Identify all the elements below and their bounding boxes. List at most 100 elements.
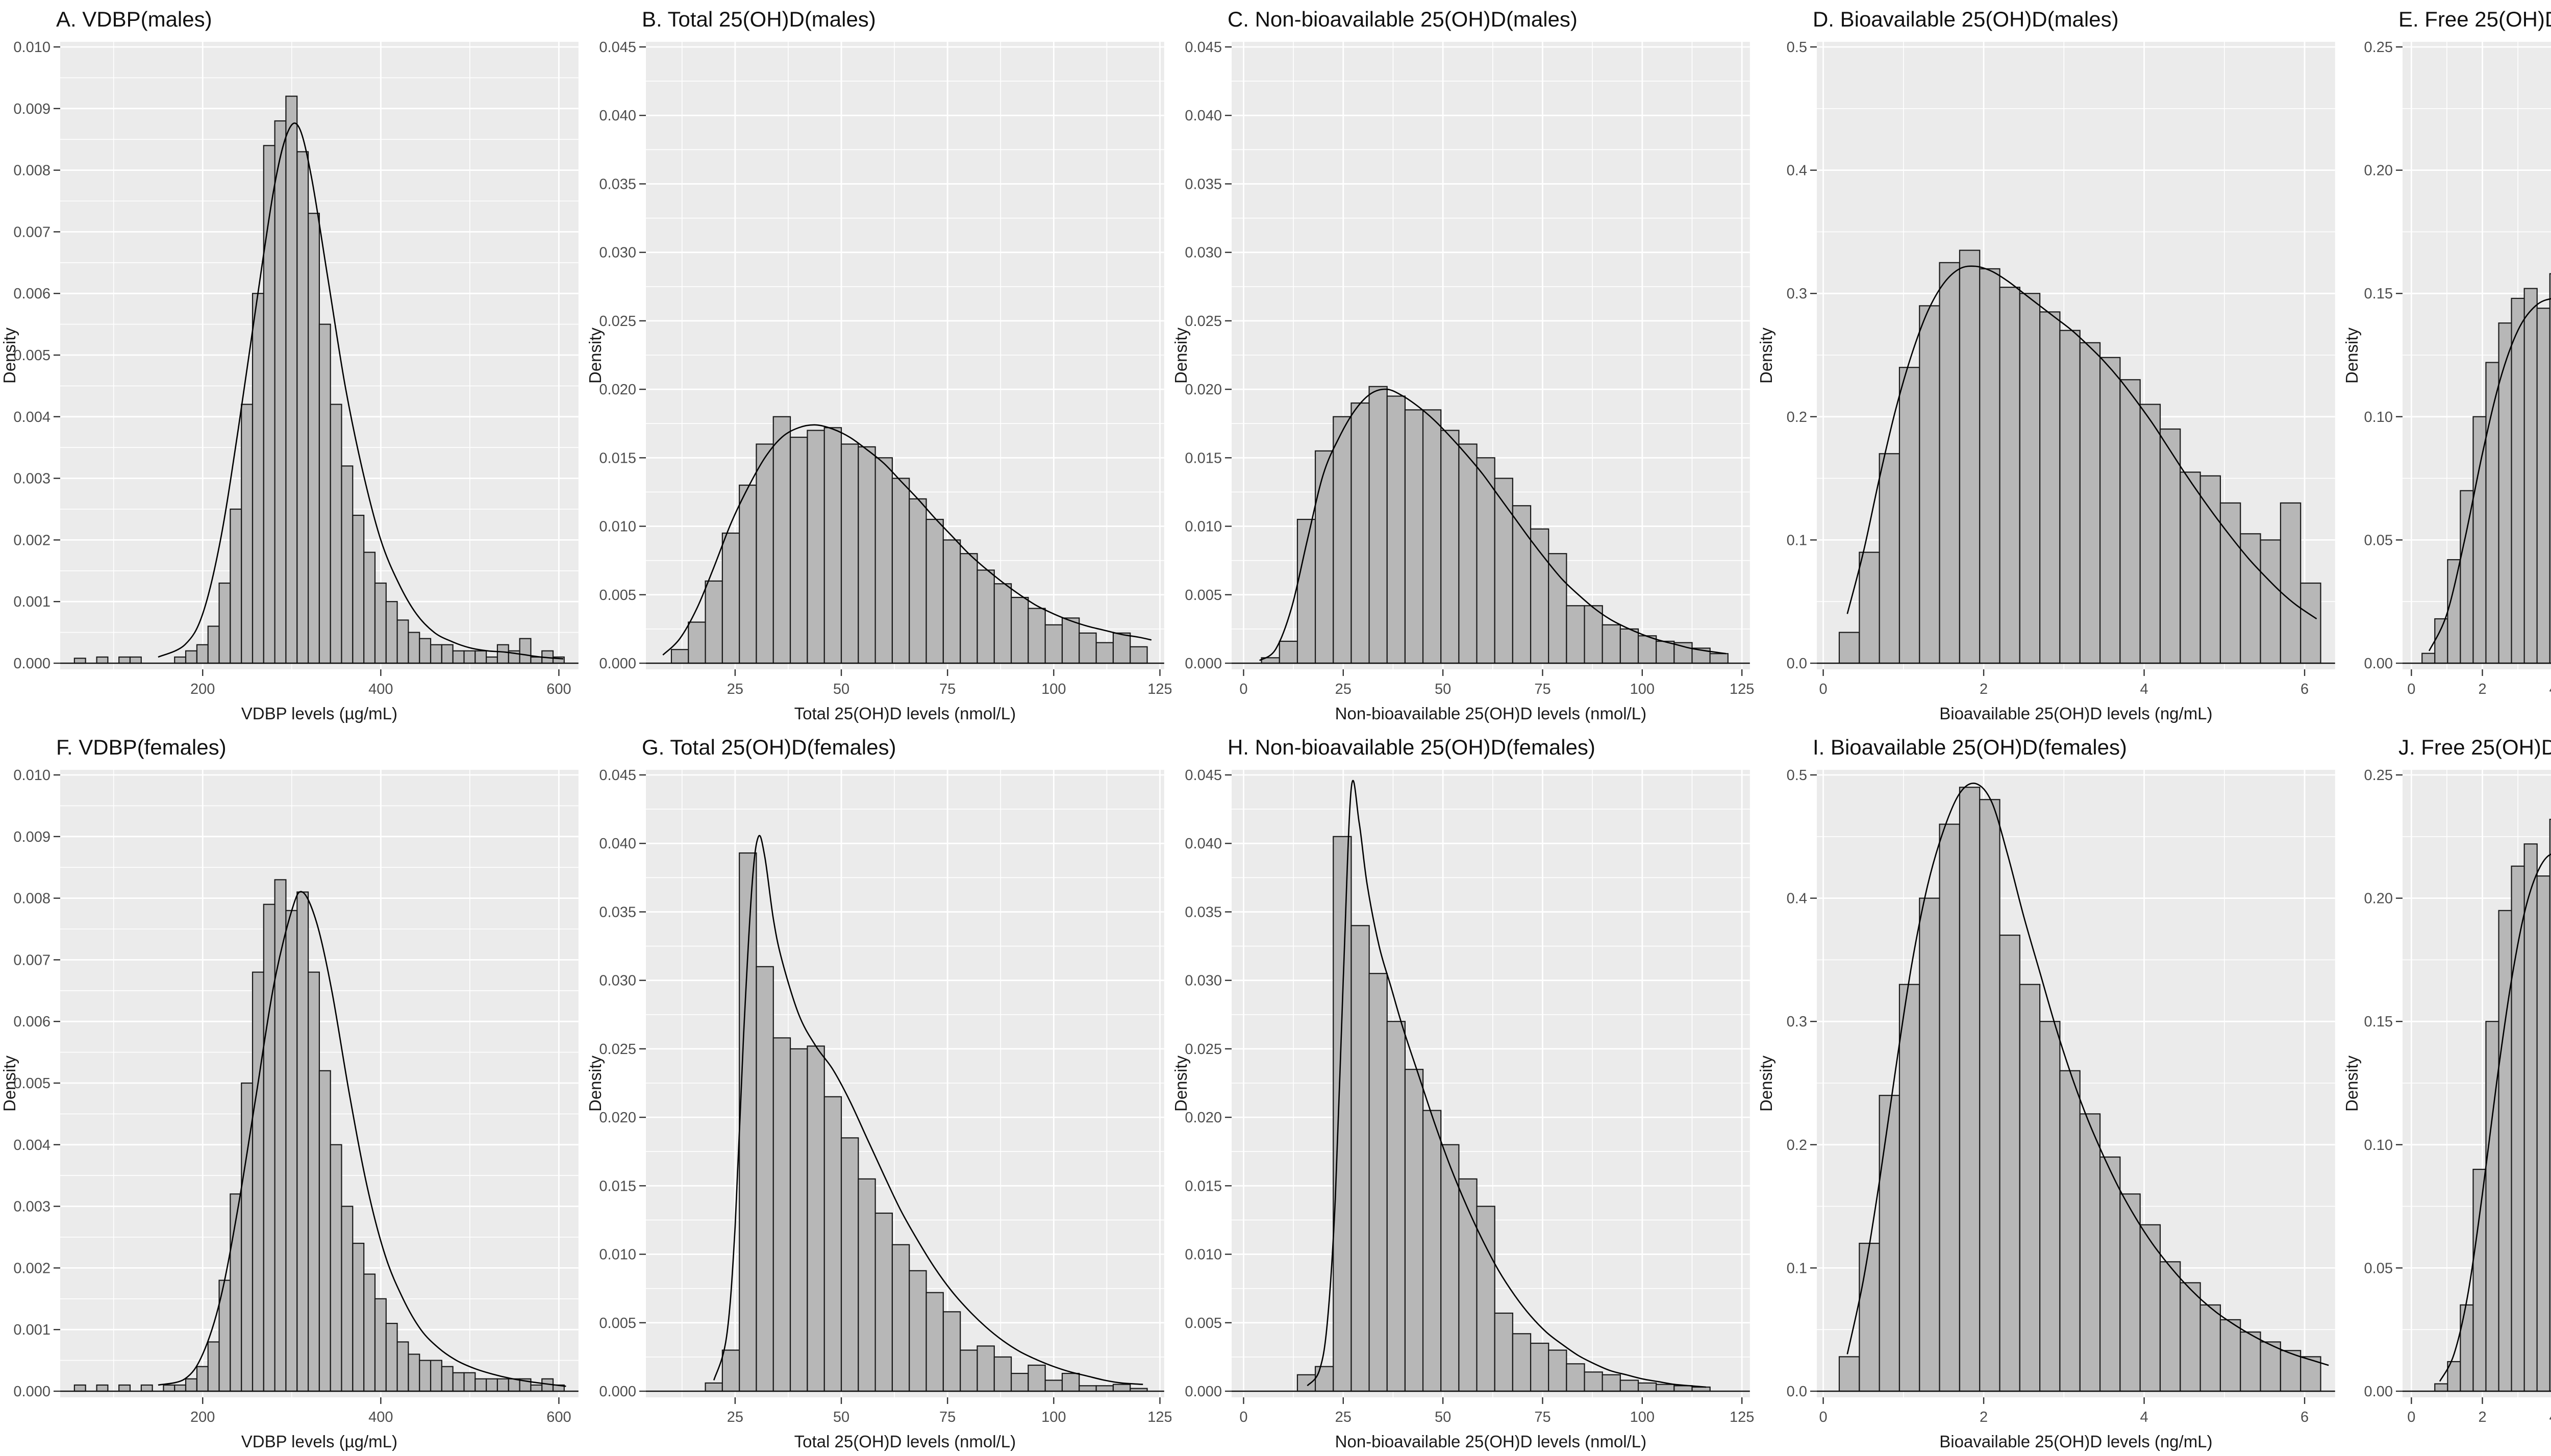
histogram-bar <box>118 656 131 664</box>
panel-A-chart: 200 400 6000.0000.0010.0020.0030.0040.0050… <box>0 7 579 723</box>
histogram-bar <box>241 404 254 664</box>
y-tick-label: 0.3 <box>1787 1014 1807 1030</box>
y-tick-label: 0.10 <box>2364 1137 2393 1153</box>
x-tick-label: 0 <box>2408 1409 2416 1425</box>
y-tick-label: 0.25 <box>2364 39 2393 56</box>
y-tick-label: 0.045 <box>1185 767 1222 784</box>
y-tick-label: 0.1 <box>1787 1260 1807 1276</box>
histogram-bar <box>1584 605 1603 664</box>
density-curve <box>1846 783 2329 1366</box>
y-tick-label: 0.001 <box>13 594 51 610</box>
x-tick-label: 6 <box>2300 681 2309 697</box>
histogram-bar <box>1999 286 2021 664</box>
y-tick-label: 0.010 <box>13 767 51 784</box>
x-tick-label: 200 <box>190 1409 215 1425</box>
histogram-bar <box>374 1298 387 1392</box>
histogram-bars <box>73 95 565 664</box>
y-tick-label: 0.015 <box>599 450 636 466</box>
histogram-bar <box>1602 1374 1621 1392</box>
y-tick-label: 0.3 <box>1787 286 1807 302</box>
y-tick-label: 0.035 <box>599 904 636 920</box>
histogram-bar <box>330 404 342 664</box>
histogram-bar <box>2523 288 2538 664</box>
y-tick-label: 0.030 <box>1185 973 1222 989</box>
histogram-bar <box>1859 551 1881 664</box>
y-tick-label: 0.05 <box>2364 532 2393 548</box>
x-axis-label: Bioavailable 25(OH)D levels (ng/mL) <box>1940 704 2213 723</box>
y-tick-label: 0.007 <box>13 952 51 968</box>
y-tick-label: 0.045 <box>599 39 636 56</box>
histogram-bar <box>1095 1385 1114 1392</box>
y-tick-label: 0.020 <box>599 1110 636 1126</box>
histogram-bar <box>274 120 287 664</box>
histogram-bar <box>508 1378 520 1392</box>
histogram-bar <box>2059 330 2081 664</box>
x-axis: 0 25 50 75 100 125 <box>1239 669 1754 697</box>
histogram-bar <box>396 1341 409 1392</box>
y-tick-label: 0.005 <box>1185 587 1222 604</box>
histogram-bar <box>441 644 454 664</box>
y-tick-label: 0.005 <box>13 347 51 364</box>
histogram-bar <box>756 966 774 1392</box>
histogram-bar <box>307 213 320 664</box>
x-axis: 02468101214 <box>2408 669 2551 697</box>
y-axis-label: Density <box>586 328 605 384</box>
histogram-bar <box>452 1372 465 1392</box>
x-tick-label: 200 <box>190 681 215 697</box>
histogram-bar <box>2240 1331 2262 1392</box>
histogram-bar <box>1565 1363 1585 1392</box>
histogram-bar <box>1602 624 1621 664</box>
histogram-bar <box>1061 617 1080 664</box>
histogram-bar <box>1919 305 1941 664</box>
x-axis-label: Total 25(OH)D levels (nmol/L) <box>794 1432 1015 1451</box>
y-tick-label: 0.000 <box>13 656 51 672</box>
histogram-bar <box>1709 653 1729 664</box>
y-tick-label: 0.015 <box>599 1178 636 1194</box>
y-tick-label: 0.5 <box>1787 39 1807 56</box>
panel-D-chart: 0 2 4 6 0.0 0.1 0.2 0.3 0.4 0.5 D. Bioavailable 25… <box>1757 7 2336 723</box>
y-tick-label: 0.00 <box>2364 656 2393 672</box>
histogram-bar <box>1350 925 1370 1392</box>
histogram-bar <box>2180 471 2202 664</box>
y-tick-label: 0.15 <box>2364 1014 2393 1030</box>
histogram-bar <box>891 478 910 664</box>
y-axis-label: Density <box>586 1056 605 1112</box>
y-tick-label: 0.015 <box>1185 1178 1222 1194</box>
y-tick-label: 0.045 <box>1185 39 1222 56</box>
x-axis-label: Total 25(OH)D levels (nmol/L) <box>794 704 1015 723</box>
histogram-bar <box>807 430 825 664</box>
x-tick-label: 100 <box>1041 681 1066 697</box>
x-axis: 25 50 75 100 125 <box>727 1397 1171 1425</box>
x-tick-label: 25 <box>727 1409 743 1425</box>
density-curve <box>2429 298 2551 651</box>
panel-title: D. Bioavailable 25(OH)D(males) <box>1813 7 2119 31</box>
density-curve <box>1846 265 2317 620</box>
histogram-bar <box>1458 1178 1478 1392</box>
histogram-bar <box>163 1384 176 1392</box>
histogram-bar <box>2080 1113 2101 1392</box>
histogram-bar <box>1332 836 1352 1392</box>
x-tick-label: 400 <box>368 681 393 697</box>
y-tick-label: 0.025 <box>599 313 636 330</box>
y-tick-label: 0.0 <box>1787 1384 1807 1400</box>
histogram-bar <box>2549 273 2551 664</box>
histogram-bar <box>385 1322 398 1392</box>
panel-title: J. Free 25(OH)D(females) <box>2398 735 2551 759</box>
histogram-bar <box>352 1242 365 1392</box>
histogram-bar <box>1129 646 1148 664</box>
x-axis: 25 50 75 100 125 <box>727 669 1171 697</box>
x-axis: 0 25 50 75 100 125 <box>1239 1397 1754 1425</box>
y-tick-label: 0.005 <box>599 1315 636 1332</box>
histogram-bar <box>2511 865 2525 1392</box>
histogram-bar <box>2199 475 2221 664</box>
histogram-bar <box>1584 1371 1603 1392</box>
y-axis-label: Density <box>0 328 19 384</box>
y-tick-label: 0.035 <box>599 176 636 192</box>
y-tick-label: 0.025 <box>1185 1041 1222 1058</box>
histogram-bar <box>891 1244 910 1392</box>
histogram-bar <box>1655 640 1675 664</box>
histogram-bar <box>993 1356 1012 1392</box>
y-tick-label: 0.25 <box>2364 767 2393 784</box>
histogram-bar <box>1368 386 1388 664</box>
